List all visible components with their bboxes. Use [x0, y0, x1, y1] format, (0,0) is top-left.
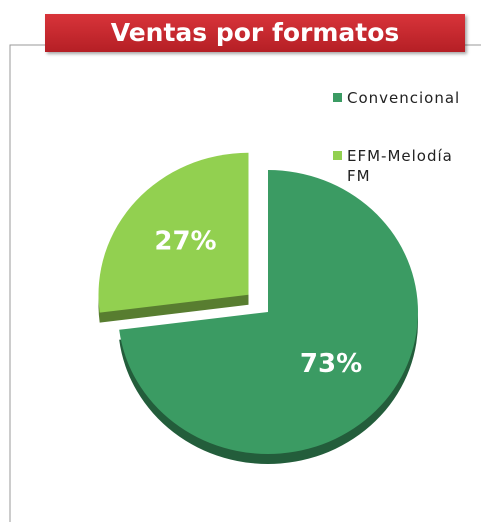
data-label: 73%: [300, 349, 362, 379]
legend-item: Convencional: [333, 88, 475, 108]
legend-label: EFM-Melodía FM: [347, 147, 453, 185]
legend-item: EFM-Melodía FM: [333, 146, 475, 186]
legend-swatch: [333, 93, 342, 102]
slice: [119, 170, 418, 454]
chart-title: Ventas por formatos: [45, 14, 465, 52]
slice: [98, 152, 249, 313]
legend-swatch: [333, 151, 342, 160]
legend-label: Convencional: [347, 89, 461, 107]
frame: [9, 44, 45, 522]
data-label: 27%: [154, 227, 216, 257]
